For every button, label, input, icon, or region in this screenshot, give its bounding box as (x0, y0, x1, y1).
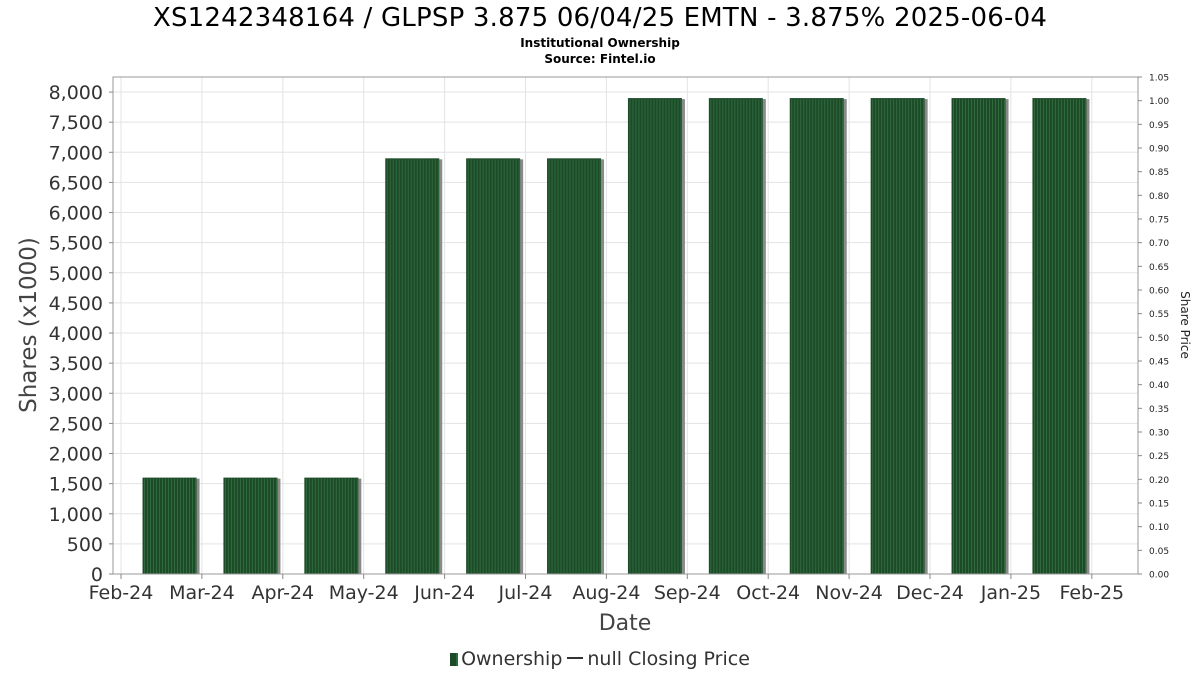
y-tick-label: 7,500 (49, 112, 103, 134)
ownership-bar (789, 98, 847, 575)
y-tick-label: 8,000 (49, 82, 103, 104)
x-tick-label: Apr-24 (251, 582, 314, 604)
x-tick-label: Mar-24 (169, 582, 235, 604)
plot-frame (112, 76, 1139, 575)
y-tick-label: 3,500 (49, 353, 103, 375)
bar-body (951, 98, 1006, 575)
y2-tick-label: 0.75 (1149, 216, 1169, 226)
x-tick-label: Feb-25 (1059, 582, 1124, 604)
y-tick-label: 7,000 (49, 142, 103, 164)
x-axis-ticks: Feb-24 Mar-24 Apr-24 May-24 Jun-24 Jul-24 Aug-… (89, 574, 1124, 604)
y2-axis-ticks: 0.00 0.05 0.10 0.15 0.20 0.25 0.30 0.35 0.40 0.45… (1138, 74, 1169, 581)
y2-tick-label: 0.95 (1149, 121, 1169, 131)
chart-source: Source: Fintel.io (544, 52, 656, 66)
ownership-bar (466, 158, 524, 574)
bar-body (547, 158, 602, 574)
bar-body (627, 98, 682, 575)
y2-tick-label: 0.35 (1149, 405, 1169, 415)
y2-tick-label: 0.50 (1149, 334, 1169, 344)
x-tick-label: Jan-25 (980, 582, 1041, 604)
y2-tick-label: 0.65 (1149, 263, 1169, 273)
price-legend-swatch (567, 657, 584, 659)
x-tick-label: Oct-24 (736, 582, 800, 604)
y2-tick-label: 0.25 (1149, 452, 1169, 462)
legend: Ownership null Closing Price (0, 648, 1200, 670)
y-tick-label: 500 (67, 534, 103, 556)
y-axis-label: Shares (x1000) (16, 237, 42, 413)
y2-tick-label: 0.40 (1149, 381, 1169, 391)
x-tick-label: Sep-24 (654, 582, 721, 604)
bar-body (223, 477, 278, 574)
price-legend-label: null Closing Price (587, 648, 750, 670)
chart-subtitle: Institutional Ownership (520, 36, 680, 50)
ownership-bar (708, 98, 766, 575)
bar-body (789, 98, 844, 575)
y-tick-label: 4,500 (49, 293, 103, 315)
ownership-legend-swatch (450, 653, 459, 666)
y-tick-label: 4,000 (49, 323, 103, 345)
x-tick-label: Jun-24 (413, 582, 475, 604)
y2-tick-label: 0.80 (1149, 192, 1169, 202)
y2-tick-label: 0.90 (1149, 145, 1169, 155)
y-tick-label: 5,500 (49, 233, 103, 255)
ownership-bar (142, 477, 200, 574)
x-tick-label: Dec-24 (896, 582, 964, 604)
ownership-legend-label: Ownership (461, 648, 563, 670)
bars-layer (142, 98, 1090, 575)
ownership-bar (223, 477, 281, 574)
bar-body (304, 477, 359, 574)
y2-tick-label: 0.60 (1149, 287, 1169, 297)
ownership-bar (304, 477, 362, 574)
ownership-bar (870, 98, 928, 575)
y2-tick-label: 0.15 (1149, 500, 1169, 510)
y-tick-label: 6,500 (49, 172, 103, 194)
x-tick-label: Jul-24 (498, 582, 553, 604)
x-tick-label: Aug-24 (572, 582, 640, 604)
chart-title: XS1242348164 / GLPSP 3.875 06/04/25 EMTN… (152, 3, 1048, 33)
y-tick-label: 3,000 (49, 383, 103, 405)
x-tick-label: May-24 (329, 582, 399, 604)
y-tick-label: 0 (91, 564, 103, 586)
y2-tick-label: 1.00 (1149, 97, 1169, 107)
y2-tick-label: 0.45 (1149, 358, 1169, 368)
bar-body (708, 98, 763, 575)
x-axis-label: Date (599, 611, 652, 636)
y2-tick-label: 0.55 (1149, 310, 1169, 320)
y2-tick-label: 0.05 (1149, 547, 1169, 557)
y-tick-label: 1,500 (49, 474, 103, 496)
bar-body (142, 477, 197, 574)
y-tick-label: 1,000 (49, 504, 103, 526)
y2-tick-label: 1.05 (1149, 74, 1169, 84)
y2-tick-label: 0.30 (1149, 429, 1169, 439)
bar-body (385, 158, 440, 574)
y2-tick-label: 0.00 (1149, 571, 1169, 581)
y2-tick-label: 0.85 (1149, 168, 1169, 178)
ownership-bar (1032, 98, 1090, 575)
y2-tick-label: 0.70 (1149, 239, 1169, 249)
ownership-bar (547, 158, 605, 574)
x-tick-label: Nov-24 (815, 582, 883, 604)
bar-body (466, 158, 521, 574)
y2-tick-label: 0.20 (1149, 476, 1169, 486)
y-tick-label: 2,000 (49, 444, 103, 466)
ownership-bar (385, 158, 443, 574)
bar-body (1032, 98, 1087, 575)
y2-axis-label: Share Price (1178, 291, 1192, 359)
y-tick-label: 2,500 (49, 413, 103, 435)
y-tick-label: 5,000 (49, 263, 103, 285)
y2-tick-label: 0.10 (1149, 523, 1169, 533)
bar-body (870, 98, 925, 575)
ownership-bar (627, 98, 685, 575)
y-tick-label: 6,000 (49, 203, 103, 225)
ownership-bar (951, 98, 1009, 575)
y-axis-ticks: 0 500 1,000 1,500 2,000 2,500 3,000 3,500 4,000 4… (49, 82, 113, 586)
x-tick-label: Feb-24 (89, 582, 154, 604)
